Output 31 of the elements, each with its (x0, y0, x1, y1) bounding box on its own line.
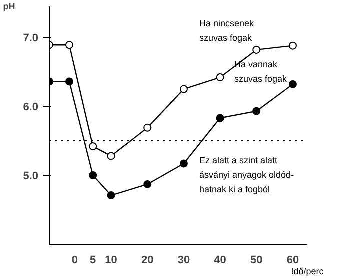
x-axis-title: Idő/perc (291, 266, 324, 276)
annotation: Ha nincsenek szuvas fogak (200, 18, 255, 43)
point (216, 74, 224, 82)
x-tick-label: 10 (105, 254, 118, 266)
y-axis-title: pH (3, 2, 16, 12)
y-tick-label: 6.0 (23, 102, 39, 114)
point (65, 41, 74, 50)
x-tick-label: 60 (286, 254, 300, 266)
x-tick-label: 5 (90, 254, 96, 266)
point (288, 80, 297, 88)
point (180, 85, 188, 94)
point (65, 78, 74, 86)
point (288, 42, 297, 50)
point (89, 142, 98, 151)
point (252, 107, 261, 116)
x-tick-label: 50 (250, 254, 263, 266)
point (252, 46, 261, 54)
point (107, 192, 116, 200)
x-tick-label: 20 (141, 254, 154, 266)
point (107, 152, 116, 160)
point (216, 114, 224, 122)
x-tick-label: 0 (72, 254, 78, 266)
x-tick-label: 30 (178, 254, 190, 266)
point (89, 172, 98, 180)
x-tick-label: 40 (214, 254, 226, 266)
y-tick-label: 5.0 (23, 170, 39, 183)
y-tick-label: 7.0 (23, 32, 39, 45)
annotation: Ez alatt a szint alatt ásványi anyagok oldód- hatnak ki a fogból (200, 156, 294, 194)
point (144, 124, 152, 132)
point (144, 180, 152, 188)
point (180, 160, 188, 168)
